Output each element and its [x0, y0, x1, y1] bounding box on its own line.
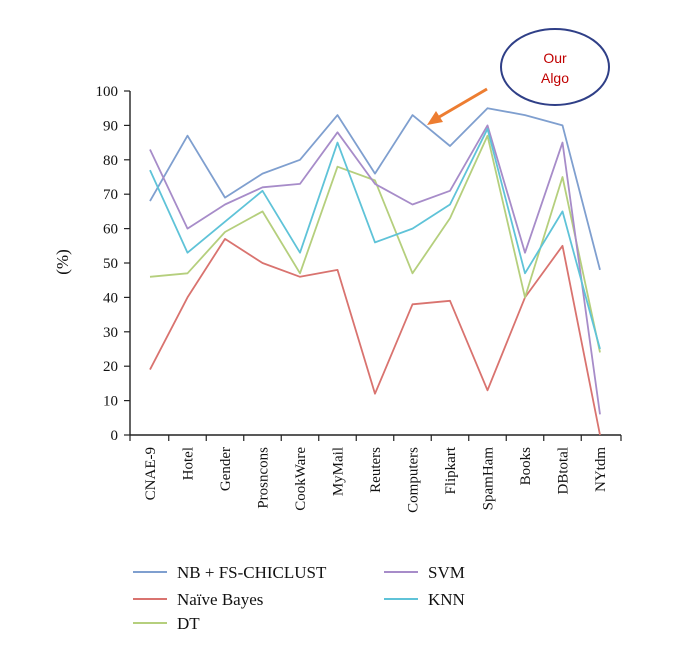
x-tick-label: Flipkart: [443, 446, 459, 494]
x-tick-label: Books: [518, 447, 534, 486]
x-tick-label: Hotel: [181, 447, 197, 480]
legend-label-4: KNN: [428, 590, 465, 609]
x-tick-label: CookWare: [293, 447, 309, 511]
x-tick-label: CNAE-9: [143, 447, 159, 500]
legend-label-3: SVM: [428, 563, 465, 582]
annotation-text-line2: Algo: [541, 70, 569, 86]
annotation-arrowhead: [427, 111, 443, 125]
series-lines: [149, 107, 601, 436]
annotation-arrow: [433, 87, 488, 122]
y-tick-label: 60: [103, 222, 118, 238]
series-line-2: [149, 134, 601, 353]
annotation-text-line1: Our: [543, 50, 567, 66]
y-tick-label: 40: [103, 290, 118, 306]
series-line-1: [149, 237, 601, 436]
y-tick-label: 80: [103, 153, 118, 169]
x-tick-label: DBtotal: [556, 447, 572, 495]
legend-label-2: DT: [177, 614, 200, 633]
y-tick-label: 50: [103, 256, 118, 272]
y-tick-label: 10: [103, 394, 118, 410]
y-tick-label: 30: [103, 325, 118, 341]
x-tick-label: Gender: [218, 447, 234, 491]
y-tick-label: 20: [103, 359, 118, 375]
legend-label-0: NB + FS-CHICLUST: [177, 563, 327, 582]
y-axis: 0 10 20 30 40 50 60 70 80 90 100: [96, 84, 131, 444]
y-tick-label: 90: [103, 118, 118, 134]
x-tick-label: Computers: [406, 447, 422, 513]
series-line-4: [149, 127, 601, 350]
x-axis: CNAE-9 Hotel Gender Prosncons CookWare MyMail…: [129, 434, 622, 513]
annotation-bubble: [500, 28, 610, 106]
legend: NB + FS-CHICLUST Naïve Bayes DT SVM KNN: [133, 563, 465, 633]
annotation: Our Algo: [427, 28, 610, 125]
legend-label-1: Naïve Bayes: [177, 590, 263, 609]
y-tick-label: 70: [103, 187, 118, 203]
series-line-0: [149, 107, 601, 271]
y-tick-label: 0: [111, 428, 119, 444]
x-tick-label: SpamHam: [481, 447, 497, 511]
y-tick-label: 100: [96, 84, 119, 100]
series-line-3: [149, 124, 601, 415]
x-tick-label: Prosncons: [256, 447, 272, 509]
x-tick-label: NYtdm: [593, 447, 609, 492]
x-tick-label: Reuters: [368, 447, 384, 493]
y-axis-label: (%): [53, 249, 72, 274]
x-tick-label: MyMail: [331, 447, 347, 496]
